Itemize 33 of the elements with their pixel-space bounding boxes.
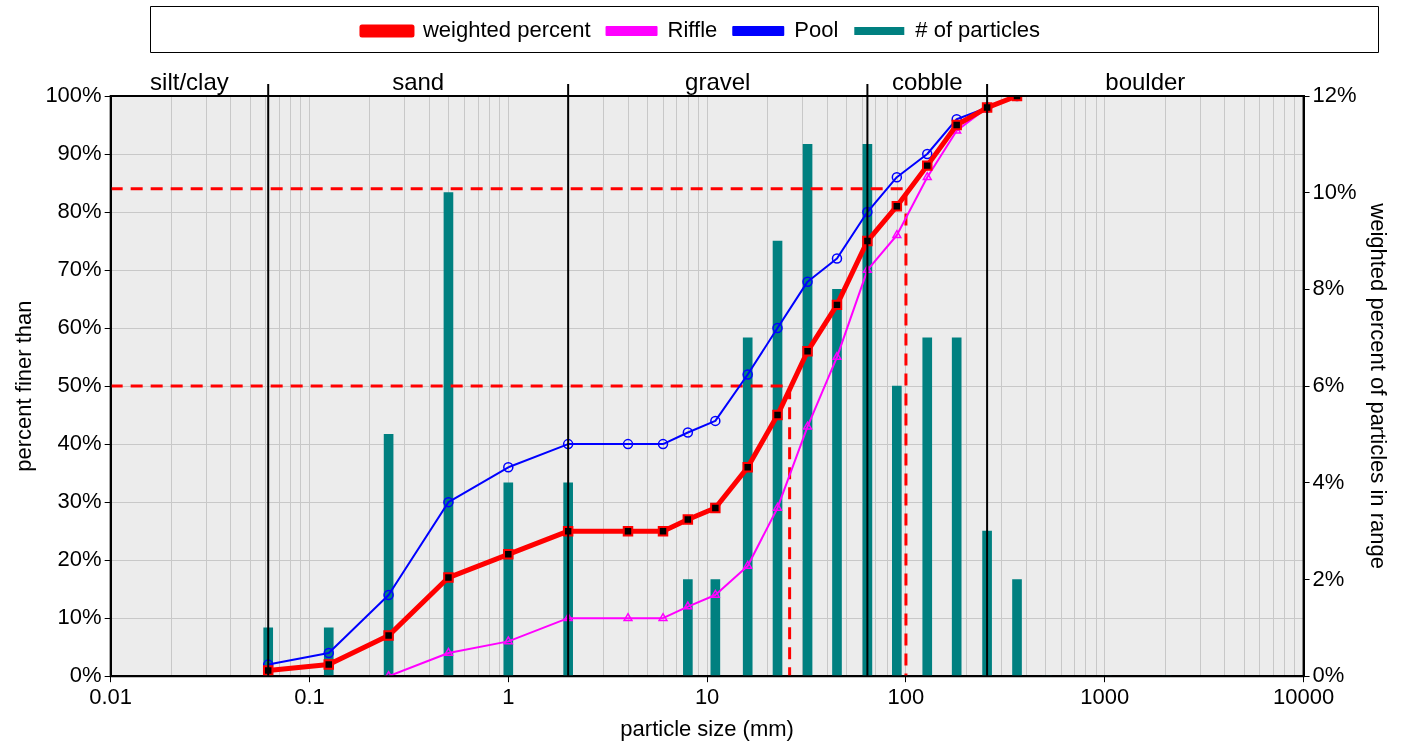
y-tick-label: 50%: [57, 372, 102, 398]
y-tick-label: 70%: [57, 256, 102, 282]
text: cobble: [891, 67, 963, 95]
y-tick-label: 30%: [57, 488, 102, 514]
x-tick-label: 10: [694, 684, 720, 710]
y-axis-title: percent finer than: [11, 300, 37, 472]
x-tick-label: 100: [887, 684, 925, 710]
legend-label: weighted percent: [421, 17, 591, 43]
y-tick-label: 10%: [57, 604, 102, 630]
y2-axis-title: weighted percent of particles in range: [1365, 202, 1391, 569]
y-tick-label: 90%: [57, 140, 102, 166]
y2-tick-label: 2%: [1312, 565, 1345, 591]
y-tick-label: 100%: [45, 82, 102, 108]
legend-label: Pool: [794, 17, 839, 43]
y2-tick-label: 8%: [1312, 275, 1345, 301]
y2-tick-label: 4%: [1312, 468, 1345, 494]
y2-tick-label: 6%: [1312, 372, 1345, 398]
y-tick-label: 40%: [57, 430, 102, 456]
x-axis-title: particle size (mm): [620, 715, 794, 741]
y2-tick-label: 10%: [1312, 178, 1357, 204]
x-tick-label: 1: [502, 684, 515, 710]
y-tick-label: 20%: [57, 546, 102, 572]
y-tick-label: 80%: [57, 198, 102, 224]
legend-label: Riffle: [667, 17, 718, 43]
x-tick-label: 1000: [1080, 684, 1130, 710]
text: silt/clay: [150, 67, 229, 95]
x-tick-label: 0.1: [294, 684, 325, 710]
text: boulder: [1105, 67, 1186, 95]
legend-label: # of particles: [915, 17, 1041, 43]
text: sand: [392, 67, 445, 95]
y-tick-label: 60%: [57, 314, 102, 340]
text: gravel: [685, 67, 751, 95]
y2-tick-label: 12%: [1312, 82, 1357, 108]
